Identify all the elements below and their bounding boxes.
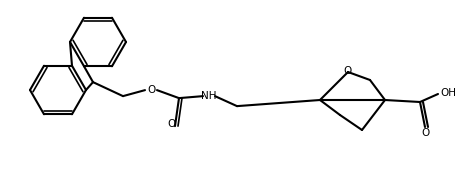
Text: O: O [422, 128, 430, 138]
Text: O: O [167, 119, 175, 129]
Text: NH: NH [201, 91, 217, 101]
Text: O: O [147, 85, 155, 95]
Text: O: O [344, 66, 352, 76]
Text: OH: OH [440, 88, 456, 98]
